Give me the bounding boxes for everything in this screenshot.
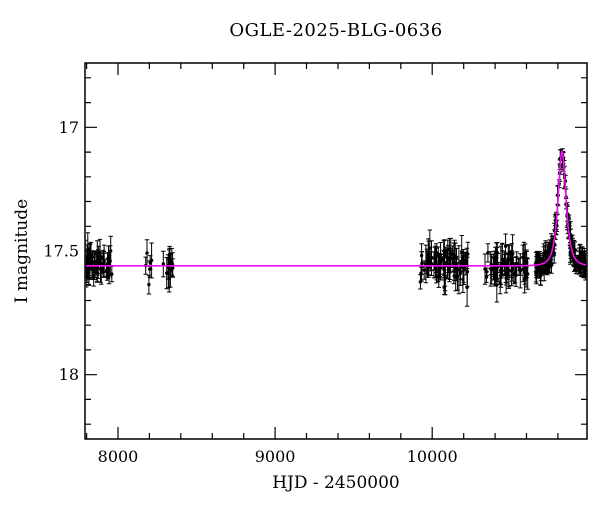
- x-axis-label: HJD - 2450000: [272, 473, 400, 493]
- y-tick-label: 18: [59, 365, 79, 384]
- data-point: [493, 246, 498, 276]
- data-point: [167, 264, 172, 293]
- data-point: [452, 242, 458, 272]
- data-point: [423, 244, 429, 284]
- x-tick-label: 8000: [98, 447, 139, 466]
- data-point: [512, 262, 518, 284]
- data-point: [520, 256, 526, 283]
- chart-title: OGLE-2025-BLG-0636: [229, 20, 443, 41]
- x-tick-label: 9000: [255, 447, 296, 466]
- data-point: [482, 253, 488, 285]
- y-tick-label: 17.5: [43, 242, 79, 261]
- data-point: [148, 255, 153, 270]
- data-point: [146, 274, 152, 295]
- data-point: [100, 249, 106, 265]
- model-curve: [85, 150, 587, 267]
- axis-ticks: [85, 63, 587, 439]
- y-tick-label: 17: [59, 118, 79, 137]
- data-point: [539, 257, 545, 276]
- data-point: [504, 262, 509, 286]
- data-point: [492, 266, 497, 280]
- data-point: [447, 256, 452, 283]
- data-point: [509, 255, 514, 287]
- data-point: [164, 257, 169, 290]
- data-point: [503, 233, 508, 259]
- data-point: [500, 243, 505, 275]
- data-point: [94, 253, 99, 273]
- data-point: [485, 243, 491, 263]
- data-point: [534, 255, 539, 279]
- x-tick-label: 10000: [407, 447, 458, 466]
- data-point: [161, 250, 166, 278]
- data-point: [445, 248, 450, 280]
- data-points-group: [85, 148, 587, 307]
- data-point: [106, 245, 111, 271]
- data-point: [428, 250, 433, 272]
- data-point: [443, 246, 449, 257]
- data-point: [579, 259, 584, 278]
- data-point: [431, 251, 437, 279]
- data-point: [547, 239, 552, 257]
- data-point: [149, 242, 154, 279]
- data-point: [569, 250, 574, 260]
